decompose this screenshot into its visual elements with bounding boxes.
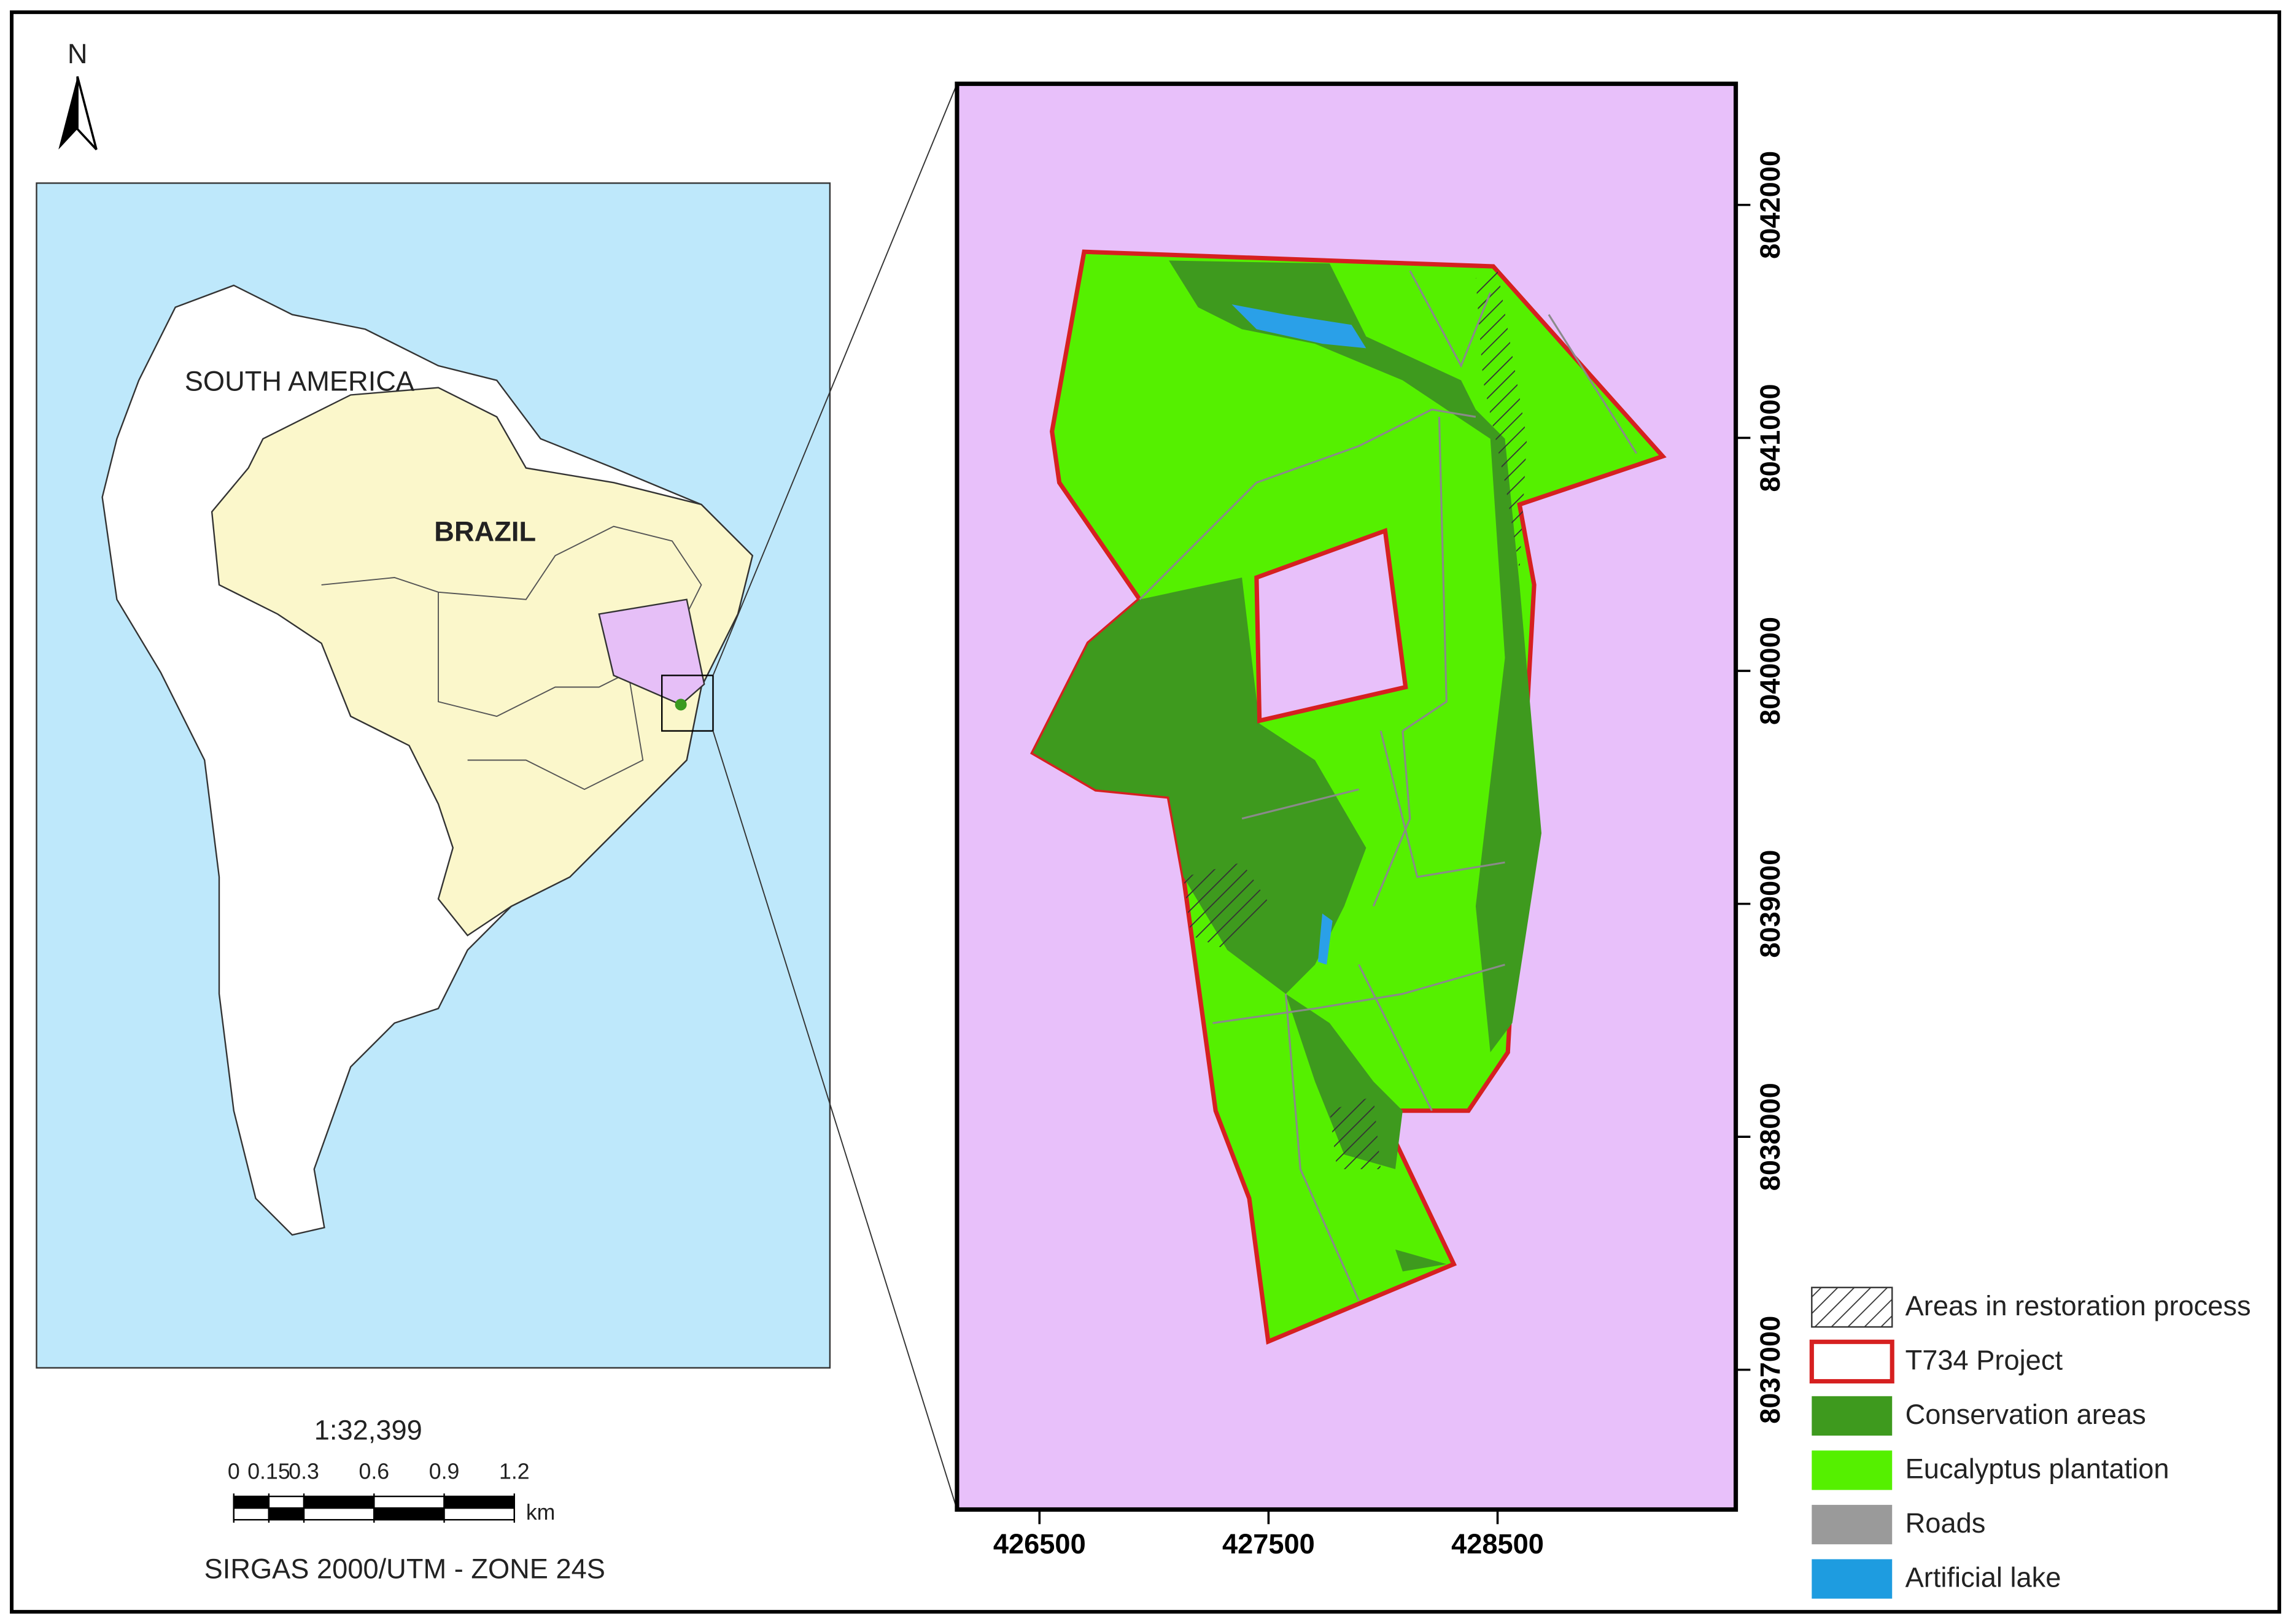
y-tick-label: 8038000 <box>1754 1083 1786 1191</box>
scale-segment <box>303 1507 375 1521</box>
conservation-area <box>1395 1249 1447 1272</box>
y-tick-label: 8037000 <box>1754 1316 1786 1424</box>
restoration-area <box>1329 1096 1381 1169</box>
scale-segment <box>373 1507 445 1521</box>
country-label: BRAZIL <box>434 516 536 547</box>
legend: Areas in restoration process T734 Project… <box>1809 1286 2251 1599</box>
scale-tick-label: 0.6 <box>359 1459 389 1483</box>
x-tick-label: 427500 <box>1222 1528 1315 1560</box>
legend-label: Artificial lake <box>1905 1562 2061 1593</box>
excluded-area <box>1254 527 1408 724</box>
roads <box>1139 270 1638 1301</box>
continent-label: SOUTH AMERICA <box>185 365 415 396</box>
legend-swatch <box>1812 1450 1893 1490</box>
map-axes: 426500 427500 428500 8037000 8038000 8039000 8… <box>993 151 1786 1560</box>
scale-bar: 0 0.150.3 0.6 0.9 1.2 <box>228 1459 530 1523</box>
y-tick-label: 8040000 <box>1754 617 1786 725</box>
state-borders <box>438 592 644 791</box>
scale-segment <box>268 1507 305 1521</box>
y-tick-label: 8042000 <box>1754 151 1786 259</box>
scale-tick-label: 0 <box>228 1459 240 1483</box>
scale-tick-label: 0.3 <box>289 1459 319 1483</box>
restoration-area <box>1475 271 1527 571</box>
scale-unit: km <box>526 1500 556 1525</box>
scale-tick-label: 0.15 <box>247 1459 290 1483</box>
y-tick-label: 8041000 <box>1754 384 1786 492</box>
zoom-line <box>712 83 958 676</box>
scale-segment <box>443 1507 515 1521</box>
bahia <box>598 598 705 706</box>
scale-segment <box>373 1495 445 1509</box>
inset-map: SOUTH AMERICA BRAZIL <box>36 182 831 1369</box>
conservation-area <box>1033 577 1366 994</box>
legend-label: Roads <box>1905 1507 1986 1539</box>
legend-label: Eucalyptus plantation <box>1905 1453 2169 1485</box>
zoom-line <box>712 730 958 1510</box>
state-borders <box>321 525 702 614</box>
scale-tick-label: 0.9 <box>429 1459 460 1483</box>
scale-tick-label: 1.2 <box>499 1459 530 1483</box>
scale-segment <box>268 1495 305 1509</box>
legend-swatch <box>1809 1339 1894 1384</box>
legend-swatch <box>1811 1286 1893 1328</box>
map-frame <box>955 81 1739 1512</box>
legend-swatch <box>1812 1396 1893 1436</box>
conservation-area <box>1169 260 1542 1053</box>
legend-label: Areas in restoration process <box>1905 1290 2251 1321</box>
legend-label: T734 Project <box>1905 1345 2063 1376</box>
scale-ratio: 1:32,399 <box>314 1414 422 1445</box>
scale-segment <box>303 1495 375 1509</box>
x-tick-label: 428500 <box>1451 1528 1544 1560</box>
brazil <box>211 387 754 937</box>
zoom-box <box>661 675 714 732</box>
restoration-area <box>1183 862 1271 950</box>
projection: SIRGAS 2000/UTM - ZONE 24S <box>204 1553 605 1584</box>
study-site <box>675 698 687 711</box>
x-tick-label: 426500 <box>993 1528 1086 1560</box>
artificial-lake <box>1317 913 1333 965</box>
y-tick-label: 8039000 <box>1754 850 1786 958</box>
north-label: N <box>68 38 88 69</box>
artificial-lake <box>1231 304 1366 349</box>
scale-segment <box>233 1495 270 1509</box>
scale-segment <box>443 1495 515 1509</box>
legend-label: Conservation areas <box>1905 1399 2146 1430</box>
legend-swatch <box>1812 1504 1893 1545</box>
main-map <box>955 81 1739 1512</box>
legend-swatch <box>1812 1559 1893 1599</box>
scale-segment <box>233 1507 270 1521</box>
